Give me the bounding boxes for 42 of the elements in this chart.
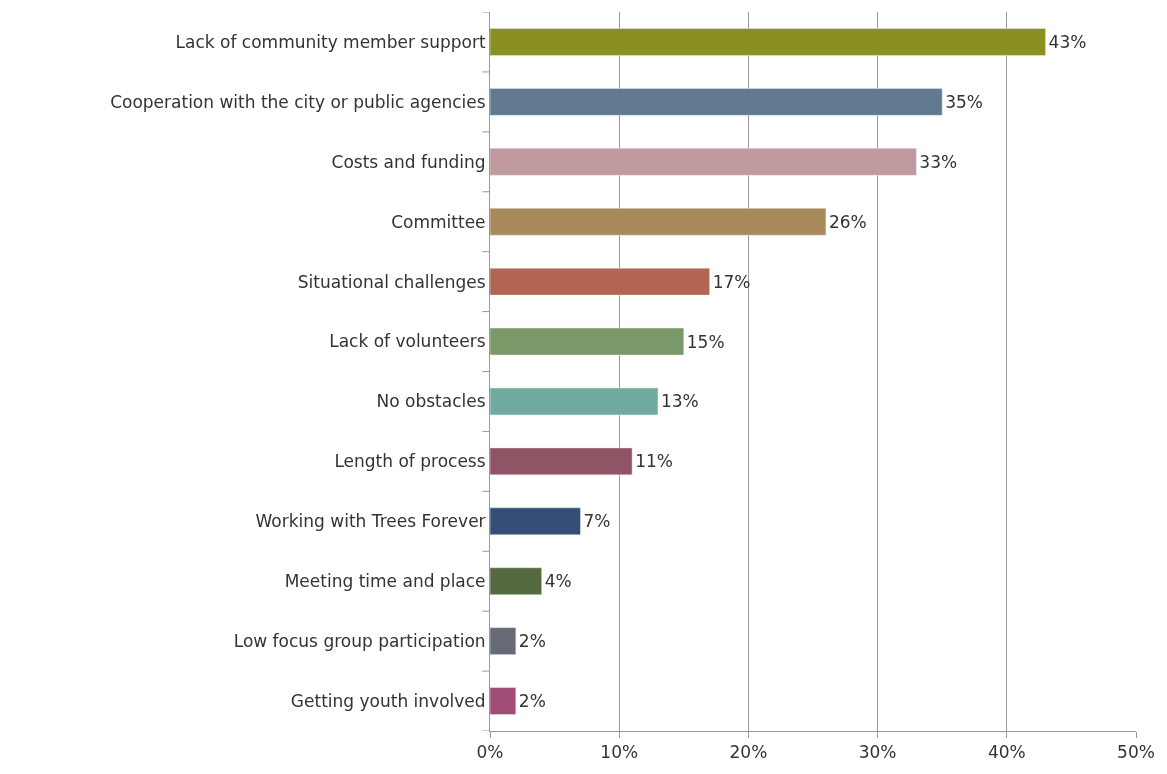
x-tick-label: 0% — [476, 742, 504, 763]
x-tick-label: 30% — [858, 742, 897, 763]
data-label: 43% — [1048, 31, 1087, 52]
y-tick-label: Low focus group participation — [233, 631, 486, 652]
x-tick-label: 20% — [729, 742, 768, 763]
data-label: 11% — [635, 451, 673, 472]
x-tick-label: 10% — [600, 742, 639, 763]
data-label: 15% — [686, 331, 725, 352]
bar — [490, 207, 827, 236]
bar — [490, 148, 917, 176]
bar — [490, 327, 685, 356]
bar — [490, 88, 943, 116]
y-tick-label: Situational challenges — [297, 271, 486, 292]
x-tick-label: 50% — [1117, 742, 1155, 763]
y-tick-label: No obstacles — [376, 391, 486, 412]
data-label: 2% — [518, 631, 546, 652]
data-label: 35% — [945, 91, 983, 112]
bar — [490, 28, 1046, 56]
data-label: 2% — [518, 691, 546, 712]
y-tick-label: Getting youth involved — [290, 690, 486, 711]
data-label: 33% — [919, 151, 958, 172]
y-tick-label: Meeting time and place — [284, 571, 486, 592]
bar — [490, 267, 710, 296]
y-tick-label: Costs and funding — [331, 151, 486, 172]
y-tick-label: Cooperation with the city or public agencies — [110, 91, 486, 112]
bar — [490, 567, 542, 595]
y-tick-label: Committee — [391, 211, 486, 232]
y-tick-label: Lack of community member support — [175, 31, 486, 52]
bar — [490, 447, 633, 476]
y-tick-label: Lack of volunteers — [329, 331, 486, 352]
bar — [490, 687, 517, 715]
y-tick-label: Length of process — [334, 451, 486, 472]
data-label: 4% — [544, 571, 572, 592]
x-tick-label: 40% — [987, 742, 1026, 763]
data-label: 13% — [660, 391, 699, 412]
data-label: 7% — [583, 511, 611, 532]
y-tick-label: Working with Trees Forever — [255, 511, 486, 532]
bar — [490, 387, 659, 416]
data-label: 26% — [828, 211, 867, 232]
bar — [490, 507, 581, 536]
data-label: 17% — [712, 271, 751, 292]
bar — [490, 627, 517, 655]
